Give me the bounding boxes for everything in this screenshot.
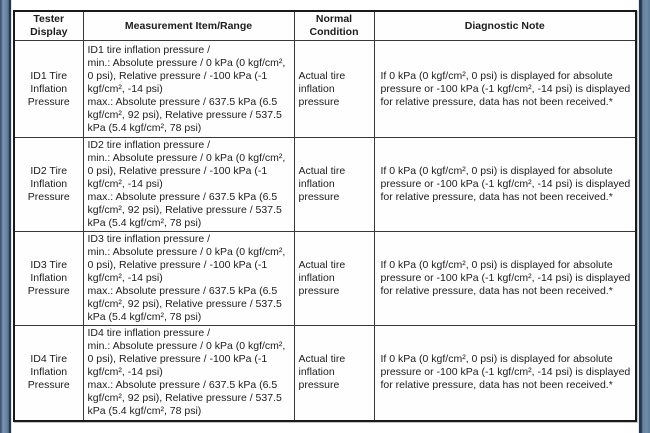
- column-header-measurement-item-range: Measurement Item/Range: [82, 10, 295, 41]
- diagnostic-note-cell: If 0 kPa (0 kgf/cm², 0 psi) is displayed…: [373, 325, 637, 421]
- table-row-id1: ID1 Tire Inflation Pressure ID1 tire inf…: [13, 40, 637, 138]
- table-header-row: Tester Display Measurement Item/Range No…: [13, 10, 637, 41]
- diagnostic-note-cell: If 0 kPa (0 kgf/cm², 0 psi) is displayed…: [373, 40, 637, 138]
- normal-condition-cell: Actual tire inflation pressure: [293, 137, 375, 232]
- measurement-range-cell: ID1 tire inflation pressure / min.: Abso…: [82, 40, 295, 138]
- normal-condition-cell: Actual tire inflation pressure: [293, 40, 375, 138]
- tester-display-cell: ID1 Tire Inflation Pressure: [13, 40, 84, 138]
- tester-display-cell: ID3 Tire Inflation Pressure: [13, 231, 84, 326]
- table-row-id4: ID4 Tire Inflation Pressure ID4 tire inf…: [13, 325, 637, 421]
- measurement-range-cell: ID4 tire inflation pressure / min.: Abso…: [82, 325, 295, 421]
- column-header-diagnostic-note: Diagnostic Note: [373, 10, 637, 41]
- measurement-range-cell: ID2 tire inflation pressure / min.: Abso…: [82, 137, 295, 232]
- diagnostic-note-cell: If 0 kPa (0 kgf/cm², 0 psi) is displayed…: [373, 231, 637, 326]
- window-frame-right-edge: [638, 0, 650, 433]
- diagnostic-measurement-table: Tester Display Measurement Item/Range No…: [13, 10, 637, 422]
- tester-display-cell: ID4 Tire Inflation Pressure: [13, 325, 84, 421]
- column-header-normal-condition: Normal Condition: [293, 10, 375, 41]
- diagnostic-note-cell: If 0 kPa (0 kgf/cm², 0 psi) is displayed…: [373, 137, 637, 232]
- column-header-tester-display: Tester Display: [13, 10, 84, 41]
- table-row-id2: ID2 Tire Inflation Pressure ID2 tire inf…: [13, 137, 637, 232]
- table-row-id3: ID3 Tire Inflation Pressure ID3 tire inf…: [13, 231, 637, 326]
- normal-condition-cell: Actual tire inflation pressure: [293, 231, 375, 326]
- window-frame-left-edge: [0, 0, 12, 433]
- measurement-range-cell: ID3 tire inflation pressure / min.: Abso…: [82, 231, 295, 326]
- normal-condition-cell: Actual tire inflation pressure: [293, 325, 375, 421]
- tester-display-cell: ID2 Tire Inflation Pressure: [13, 137, 84, 232]
